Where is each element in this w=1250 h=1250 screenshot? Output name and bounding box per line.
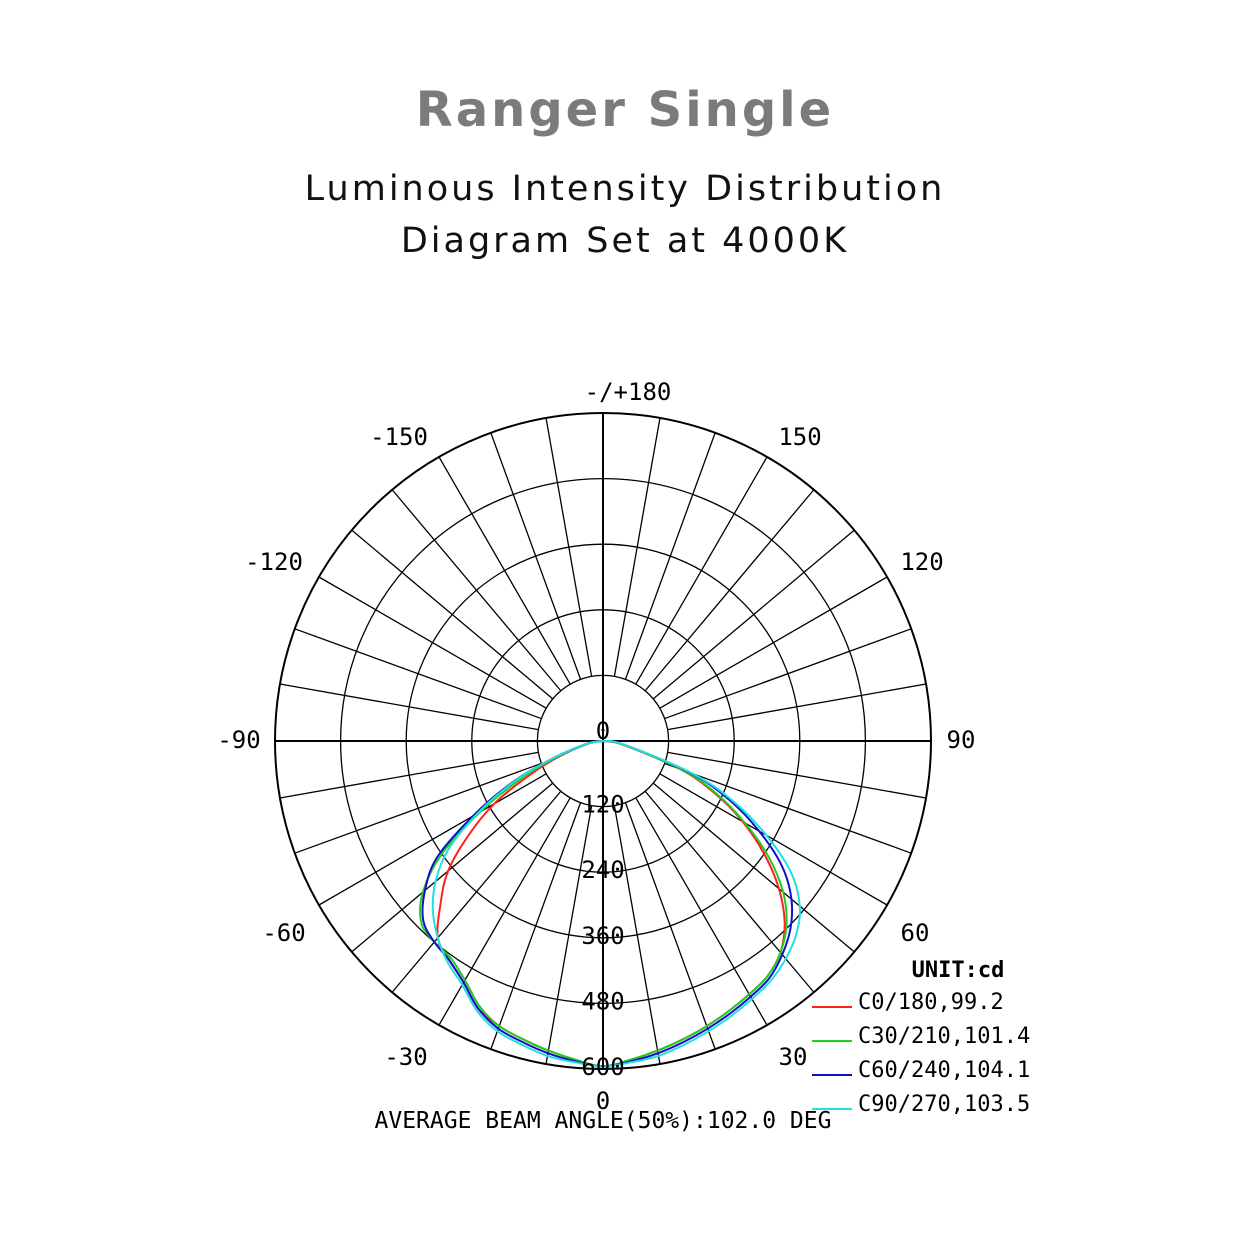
grid-spoke [635,456,768,685]
unit-label: UNIT:cd [912,958,1005,983]
intensity-curves [419,740,802,1068]
grid-spoke [545,805,593,1065]
angle-label: 30 [779,1043,808,1071]
grid-spoke [659,576,888,709]
angle-label: -/+180 [585,378,672,406]
radial-tick-label: 0 [596,717,610,745]
angle-label: -120 [245,548,303,576]
grid-spoke [318,773,547,906]
grid-spoke [294,762,542,854]
legend-label: C60/240,104.1 [858,1058,1030,1083]
grid-spoke [351,529,554,700]
angle-label: -30 [384,1043,427,1071]
grid-spoke [624,802,716,1050]
radial-tick-label: 240 [581,856,624,884]
angle-label: 60 [901,919,930,947]
grid-spoke [659,773,888,906]
subtitle-line-2: Diagram Set at 4000K [400,221,850,261]
chart-subtitle: Luminous Intensity Distribution Diagram … [0,163,1250,267]
grid-spoke [391,790,562,993]
legend-label: C30/210,101.4 [858,1024,1030,1049]
grid-spoke [664,762,912,854]
radial-tick-label: 480 [581,987,624,1015]
angle-label: 120 [900,548,943,576]
angle-label: 90 [947,726,976,754]
legend-label: C0/180,99.2 [858,990,1004,1015]
grid-spoke [438,797,571,1026]
grid-spoke [545,417,593,677]
grid-spoke [635,797,768,1026]
grid-spoke [490,802,582,1050]
grid-spoke [294,628,542,720]
grid-spoke [667,751,927,799]
grid-spoke [664,628,912,720]
radial-tick-label: 600 [581,1053,624,1081]
chart-legend: UNIT:cd C0/180,99.2 C30/210,101.4 C60/240,1… [812,958,1030,1117]
grid-spoke [279,683,539,731]
grid-spoke [490,432,582,680]
angle-label: 150 [778,423,821,451]
grid-spoke [652,782,855,953]
grid-spoke [318,576,547,709]
radial-tick-label: 360 [581,922,624,950]
grid-spoke [624,432,716,680]
radial-tick-label: 120 [581,791,624,819]
grid-spoke [644,790,815,993]
grid-spoke [438,456,571,685]
polar-grid [274,412,932,1070]
grid-spoke [667,683,927,731]
grid-spoke [279,751,539,799]
angle-label: -150 [370,423,428,451]
legend-label: C90/270,103.5 [858,1092,1030,1117]
grid-spoke [613,417,661,677]
curve-c90 [431,740,802,1068]
subtitle-line-1: Luminous Intensity Distribution [304,169,946,209]
chart-labels: -/+180 -150 150 -120 120 -90 90 -60 60 -30 30 0 0 120… [217,378,975,1134]
grid-spoke [391,489,562,692]
angle-label: -90 [217,726,260,754]
grid-spoke [351,782,554,953]
grid-spoke [652,529,855,700]
grid-spoke [644,489,815,692]
angle-label: -60 [262,919,305,947]
grid-spoke [613,805,661,1065]
page-title: Ranger Single [415,82,835,138]
angle-label: 0 [596,1087,610,1115]
beam-angle-footer: AVERAGE BEAM ANGLE(50%):102.0 DEG [375,1108,832,1134]
